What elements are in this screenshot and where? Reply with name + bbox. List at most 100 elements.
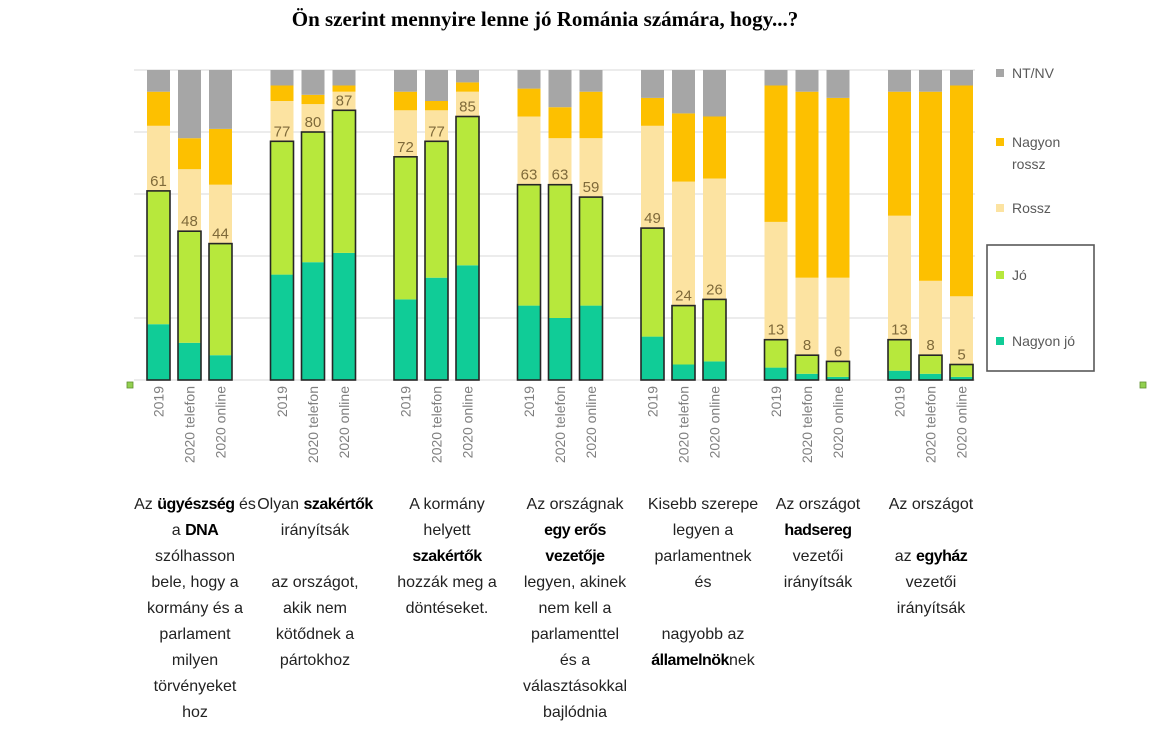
bar-segment xyxy=(919,280,942,356)
bar-segment xyxy=(456,91,479,117)
bar-outline xyxy=(825,360,851,381)
bar-segment xyxy=(394,156,417,300)
bar-segment xyxy=(703,116,726,179)
bar-value-label: 85 xyxy=(459,99,476,116)
bar-value-label: 49 xyxy=(644,210,661,227)
bar-segment xyxy=(641,228,664,337)
bar-value-label: 61 xyxy=(150,173,167,190)
bar-segment xyxy=(579,91,603,139)
bar-segment xyxy=(548,318,572,380)
bar-segment xyxy=(178,138,201,170)
x-tick-labels: 2019 2020 telefon 2020 online 2019 2020 tele… xyxy=(151,386,970,463)
bar-outline xyxy=(547,183,573,381)
bar-segment xyxy=(301,104,325,132)
x-tick-label: 2020 online xyxy=(830,386,846,459)
bar-outline xyxy=(887,338,912,381)
x-tick-label: 2020 telefon xyxy=(799,386,815,463)
bar-segment xyxy=(764,367,788,380)
bar-segment xyxy=(209,184,232,244)
group-caption: Az országot hadsereg vezetői irányítsák xyxy=(775,496,861,591)
bar-segment xyxy=(425,110,448,142)
bar-segment xyxy=(270,85,294,101)
bar-segment xyxy=(394,110,417,157)
bar-segment xyxy=(456,265,479,380)
bar-segment xyxy=(301,70,325,95)
bar-value-label: 13 xyxy=(768,322,785,339)
bar-segment xyxy=(332,70,356,86)
bar-segment xyxy=(764,70,788,86)
bar-segment xyxy=(826,97,850,278)
bar-segment xyxy=(548,138,572,185)
x-tick-label: 2019 xyxy=(768,386,784,417)
bar-segment xyxy=(950,70,973,86)
bar-segment xyxy=(579,305,603,380)
group-caption: Az országot az egyház vezetői irányítsák xyxy=(888,496,974,617)
x-tick-label: 2019 xyxy=(892,386,908,417)
bar-segment xyxy=(517,116,541,185)
bar-segment xyxy=(919,373,942,380)
bar-segment xyxy=(147,324,170,380)
bar-segment xyxy=(178,70,201,139)
bar-segment xyxy=(209,128,232,185)
bar-segment xyxy=(888,215,911,340)
bar-segment xyxy=(641,336,664,380)
bar-outline xyxy=(763,338,789,381)
bar-value-label: 6 xyxy=(834,343,842,360)
legend-label: Jó xyxy=(1012,267,1027,283)
bar-segment xyxy=(394,91,417,111)
bar-value-label: 44 xyxy=(212,226,229,243)
bar-value-label: 63 xyxy=(552,167,569,184)
bar-segment xyxy=(332,252,356,380)
bar-value-label: 8 xyxy=(803,337,811,354)
bar-segment xyxy=(579,70,603,92)
bar-segment xyxy=(919,355,942,374)
bar-segment xyxy=(795,70,819,92)
x-tick-label: 2020 online xyxy=(707,386,723,459)
bar-segment xyxy=(301,262,325,380)
bar-segment xyxy=(394,299,417,380)
bar-segment xyxy=(888,91,911,216)
bar-segment xyxy=(703,299,726,362)
bar-segment xyxy=(672,181,695,306)
bar-segment xyxy=(147,91,170,126)
bar-segment xyxy=(826,70,850,98)
bar-segment xyxy=(672,70,695,114)
bar-value-label: 59 xyxy=(583,179,600,196)
bar-segment xyxy=(703,178,726,300)
bar-segment xyxy=(950,376,973,380)
x-tick-label: 2019 xyxy=(151,386,167,417)
legend-swatch xyxy=(996,69,1004,77)
bar-segment xyxy=(764,221,788,340)
bar-outline xyxy=(269,140,295,381)
bar-segment xyxy=(888,339,911,371)
bar-segment xyxy=(764,85,788,222)
bar-segment xyxy=(270,141,294,275)
bar-outline xyxy=(208,242,233,381)
x-tick-label: 2020 telefon xyxy=(429,386,445,463)
bar-segment xyxy=(672,364,695,380)
bar-segment xyxy=(950,364,973,377)
bar-segment xyxy=(579,197,603,306)
selection-handle[interactable] xyxy=(1139,381,1147,389)
bar-segment xyxy=(703,361,726,380)
x-tick-label: 2020 telefon xyxy=(923,386,939,463)
bar-value-label: 77 xyxy=(274,123,291,140)
selection-handle[interactable] xyxy=(126,381,134,389)
bar-segment xyxy=(672,305,695,365)
bar-outline xyxy=(146,190,171,381)
bar-outline xyxy=(177,230,202,381)
bar-segment xyxy=(826,277,850,362)
bar-outline xyxy=(918,354,943,381)
bar-outline xyxy=(300,131,326,381)
bar-segment xyxy=(795,277,819,356)
legend-label: Nagyon rossz xyxy=(1012,134,1060,172)
x-tick-label: 2020 online xyxy=(336,386,352,459)
legend-label: Nagyon jó xyxy=(1012,333,1075,349)
group-caption: Kisebb szerepe legyen a parlamentnek és nag… xyxy=(647,496,759,669)
bar-segment xyxy=(332,85,356,92)
bar-outline xyxy=(424,140,449,381)
bar-outline xyxy=(578,196,604,381)
bar-outline xyxy=(671,304,696,381)
bar-segment xyxy=(456,70,479,83)
